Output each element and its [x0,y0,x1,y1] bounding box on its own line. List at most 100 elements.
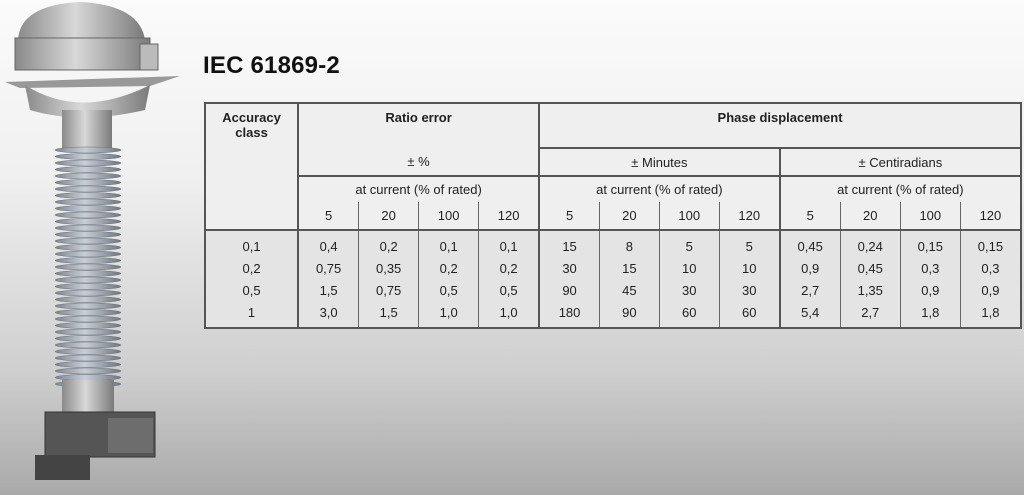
minutes-current-100: 100 [658,202,720,231]
insulator-shed [54,335,122,342]
insulator-shed [54,159,122,167]
insulator-shed [54,237,122,245]
insulator-shed [54,231,122,238]
insulator-shed [54,296,122,303]
centiradians-cell: 1,35 [839,279,901,301]
ratio-current-100: 100 [418,202,480,231]
insulator-shed [54,218,122,225]
ratio-cell: 0,2 [418,257,480,279]
insulator-shed [54,166,122,173]
centiradians-current-120: 120 [959,202,1022,231]
insulator-shed [54,224,122,232]
centiradians-cell: 0,9 [899,279,961,301]
insulator-shed [54,250,122,258]
centiradians-cell: 0,15 [899,230,961,257]
insulator-shed [54,283,122,290]
centiradians-unit: ± Centiradians [778,148,1023,177]
minutes-cell: 30 [718,279,781,301]
insulator-shed [54,322,122,329]
insulator-shed [54,328,122,336]
insulator-shed [54,348,122,355]
insulator-shed [54,309,122,316]
minutes-cell: 10 [718,257,781,279]
page-title: IEC 61869-2 [203,52,340,79]
centiradians-cell: 0,15 [959,230,1022,257]
table-row: 0,1 0,4 0,2 0,1 0,1 15 8 5 5 0,45 0,24 0,15 0,15 [203,230,1022,257]
minutes-cell: 30 [538,257,601,279]
ratio-error-unit: ± % [297,148,541,177]
minutes-cell: 10 [658,257,720,279]
insulator-shed [54,374,122,381]
ratio-cell: 0,75 [358,279,420,301]
minutes-at-current-label: at current (% of rated) [538,176,781,202]
ratio-cell: 0,2 [478,257,541,279]
accuracy-class-cell: 0,1 [203,230,300,257]
minutes-cell: 90 [599,301,660,329]
ratio-error-header: Ratio error [297,103,541,148]
insulator-shed [54,354,122,362]
centiradians-cell: 0,9 [959,279,1022,301]
ratio-cell: 1,5 [358,301,420,329]
ratio-cell: 0,2 [358,230,420,257]
ratio-at-current-label: at current (% of rated) [297,176,541,202]
insulator-shed [54,205,122,212]
minutes-cell: 8 [599,230,660,257]
ratio-current-120: 120 [478,202,541,231]
insulator-shed [54,341,122,349]
insulator-shed [54,257,122,264]
centiradians-cell: 1,8 [899,301,961,329]
minutes-current-120: 120 [718,202,781,231]
centiradians-cell: 0,45 [778,230,841,257]
centiradians-cell: 0,3 [899,257,961,279]
ratio-cell: 0,4 [297,230,360,257]
table-row: 1 3,0 1,5 1,0 1,0 180 90 60 60 5,4 2,7 1,8 1,8 [203,301,1022,329]
minutes-unit: ± Minutes [538,148,781,177]
ratio-cell: 0,75 [297,257,360,279]
phase-displacement-header: Phase displacement [538,103,1022,149]
insulator-shed [54,270,122,277]
ratio-cell: 1,5 [297,279,360,301]
centiradians-cell: 0,45 [839,257,901,279]
ratio-current-5: 5 [297,202,360,231]
centiradians-current-100: 100 [899,202,961,231]
minutes-cell: 60 [658,301,720,329]
minutes-cell: 15 [538,230,601,257]
centiradians-current-5: 5 [778,202,841,231]
centiradians-cell: 0,9 [778,257,841,279]
insulator-shed [54,211,122,219]
insulator-shed [54,192,122,199]
table-row: 0,2 0,75 0,35 0,2 0,2 30 15 10 10 0,9 0,45 0,3 0,3 [203,257,1022,279]
ratio-cell: 0,1 [418,230,480,257]
insulator-shed [54,153,122,160]
ratio-cell: 0,1 [478,230,541,257]
ratio-cell: 1,0 [418,301,480,329]
minutes-cell: 15 [599,257,660,279]
current-values-row: 5 20 100 120 5 20 100 120 5 20 100 120 [205,202,1022,231]
minutes-cell: 5 [718,230,781,257]
insulator-shed [54,289,122,297]
insulator-shed [54,244,122,251]
table-row: 0,5 1,5 0,75 0,5 0,5 90 45 30 30 2,7 1,35 0,9 0,9 [203,279,1022,301]
insulator-shed [54,361,122,368]
minutes-cell: 90 [538,279,601,301]
insulator-shed [54,172,122,180]
centiradians-at-current-label: at current (% of rated) [778,176,1023,202]
ratio-cell: 0,5 [418,279,480,301]
accuracy-class-cell: 0,2 [203,257,300,279]
centiradians-current-20: 20 [839,202,901,231]
ratio-current-20: 20 [358,202,420,231]
minutes-cell: 5 [658,230,720,257]
centiradians-cell: 2,7 [839,301,901,329]
insulator-shed [54,263,122,271]
centiradians-cell: 2,7 [778,279,841,301]
insulator-shed [54,276,122,284]
ratio-cell: 3,0 [297,301,360,329]
accuracy-table: Accuracy class Ratio error Phase displac… [203,102,1023,329]
minutes-cell: 60 [718,301,781,329]
centiradians-cell: 0,24 [839,230,901,257]
centiradians-cell: 1,8 [959,301,1022,329]
insulator-shed [54,185,122,193]
insulator-shed [54,315,122,323]
minutes-cell: 45 [599,279,660,301]
accuracy-class-header: Accuracy class [203,103,300,231]
